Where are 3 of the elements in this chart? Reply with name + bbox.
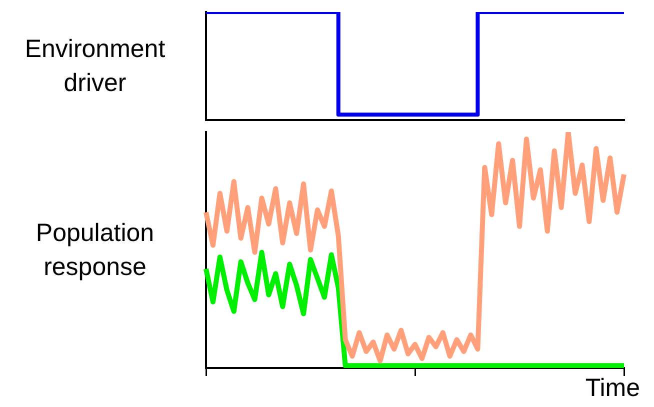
x-axis-title: Time [585,374,640,403]
y-axis-title: Population response [34,218,156,283]
y-axis-title: Environment driver [24,34,166,99]
